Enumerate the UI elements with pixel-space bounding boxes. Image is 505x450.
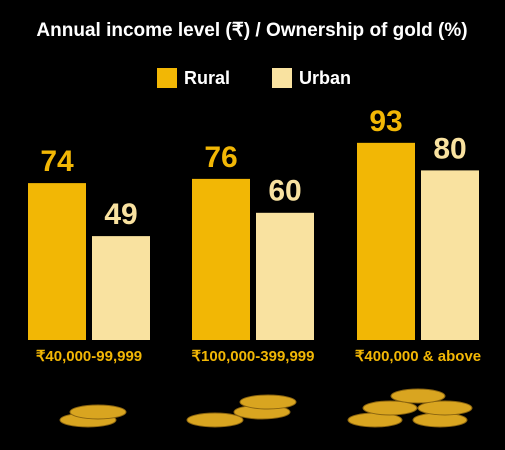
x-tick-label: ₹40,000-99,999 xyxy=(36,348,142,365)
bar xyxy=(92,236,150,340)
x-tick-label: ₹100,000-399,999 xyxy=(192,348,315,365)
data-label: 60 xyxy=(268,175,301,208)
coin xyxy=(239,394,297,410)
coin xyxy=(390,388,446,404)
data-label: 80 xyxy=(433,132,466,165)
bar xyxy=(192,178,250,340)
data-label: 93 xyxy=(369,105,402,138)
legend-label: Rural xyxy=(184,68,230,88)
data-label: 49 xyxy=(104,198,137,231)
coin xyxy=(69,404,127,420)
legend-label: Urban xyxy=(299,68,351,88)
data-label: 76 xyxy=(204,141,237,174)
coin xyxy=(417,400,473,416)
x-tick-label: ₹400,000 & above xyxy=(355,348,481,365)
chart-title: Annual income level (₹) / Ownership of g… xyxy=(36,20,467,41)
legend-swatch xyxy=(157,68,177,88)
data-label: 74 xyxy=(40,145,74,178)
coin xyxy=(362,400,418,416)
bar xyxy=(28,183,86,340)
bar xyxy=(421,170,479,340)
coins xyxy=(59,388,473,428)
legend-swatch xyxy=(272,68,292,88)
bar xyxy=(256,212,314,340)
coin xyxy=(186,412,244,428)
bar xyxy=(357,142,415,340)
